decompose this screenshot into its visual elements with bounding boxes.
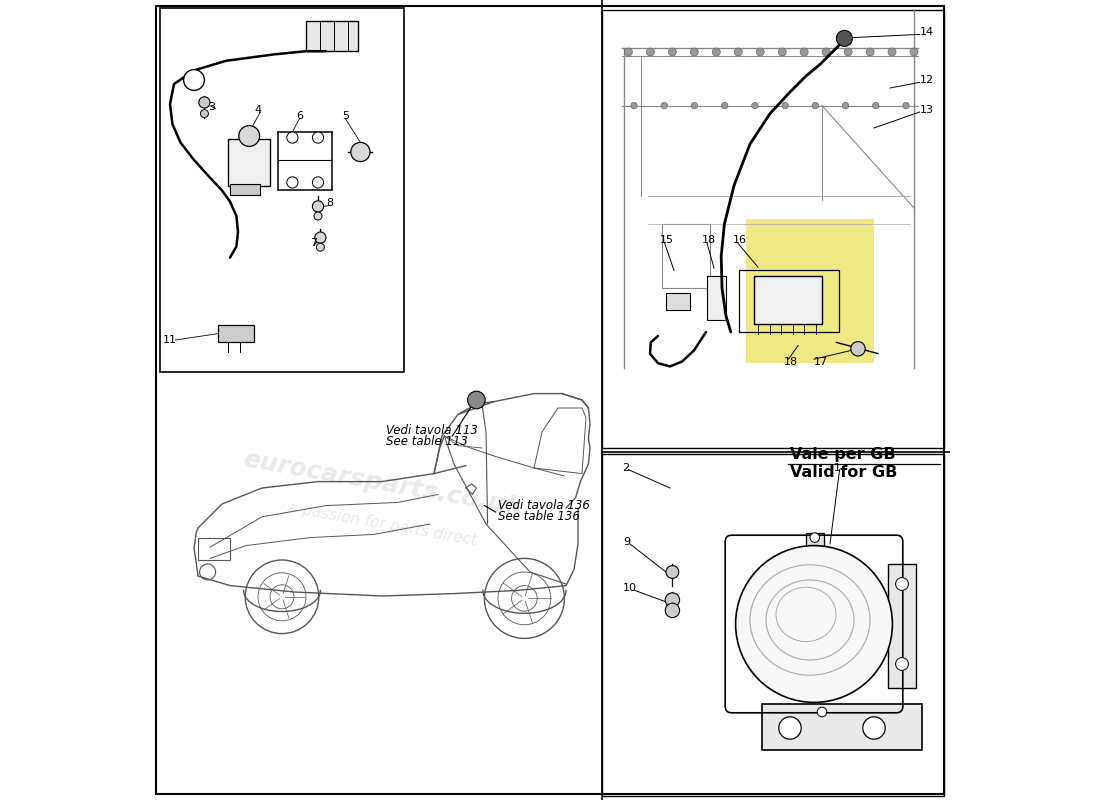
- Text: 11: 11: [163, 335, 177, 345]
- Text: 16: 16: [733, 235, 747, 245]
- Circle shape: [843, 102, 849, 109]
- Text: eurocarsparts.co.uk: eurocarsparts.co.uk: [241, 448, 524, 520]
- Circle shape: [239, 126, 260, 146]
- Bar: [762, 704, 922, 750]
- Circle shape: [756, 48, 764, 56]
- Bar: [666, 293, 690, 310]
- Bar: [230, 184, 261, 195]
- Text: 3: 3: [208, 102, 216, 112]
- Text: See table 136: See table 136: [498, 510, 580, 523]
- Circle shape: [862, 717, 886, 739]
- Circle shape: [836, 30, 852, 46]
- Circle shape: [666, 593, 680, 607]
- Text: 10: 10: [623, 583, 637, 593]
- Text: 12: 12: [920, 75, 934, 85]
- Circle shape: [810, 533, 820, 542]
- Circle shape: [800, 48, 808, 56]
- Circle shape: [312, 201, 323, 212]
- Bar: [306, 21, 358, 51]
- Circle shape: [910, 48, 918, 56]
- Circle shape: [647, 48, 654, 56]
- Circle shape: [866, 48, 874, 56]
- Circle shape: [625, 48, 632, 56]
- Circle shape: [844, 48, 852, 56]
- Circle shape: [184, 70, 205, 90]
- Text: 13: 13: [920, 106, 934, 115]
- Text: a passion for parts direct: a passion for parts direct: [286, 500, 477, 548]
- Text: 18: 18: [702, 235, 716, 245]
- Circle shape: [312, 132, 323, 143]
- Text: 5: 5: [342, 111, 349, 121]
- Bar: [602, 454, 944, 796]
- Circle shape: [661, 102, 668, 109]
- Circle shape: [779, 717, 801, 739]
- Circle shape: [895, 578, 909, 590]
- Circle shape: [691, 102, 697, 109]
- Text: 1: 1: [834, 463, 842, 473]
- Circle shape: [817, 707, 827, 717]
- Circle shape: [315, 232, 326, 243]
- Text: 9: 9: [623, 537, 630, 546]
- Bar: [889, 564, 916, 688]
- Bar: [229, 139, 270, 186]
- Text: 18: 18: [783, 357, 798, 366]
- Circle shape: [713, 48, 721, 56]
- Circle shape: [895, 658, 909, 670]
- Bar: [198, 538, 230, 560]
- Circle shape: [669, 48, 676, 56]
- Bar: [662, 224, 710, 288]
- Circle shape: [317, 243, 324, 251]
- Circle shape: [314, 212, 322, 220]
- Bar: [160, 8, 404, 372]
- Text: 4: 4: [255, 106, 262, 115]
- Circle shape: [722, 102, 728, 109]
- Text: 7: 7: [310, 238, 317, 248]
- Circle shape: [850, 342, 866, 356]
- Circle shape: [351, 142, 370, 162]
- Circle shape: [903, 102, 910, 109]
- Bar: [806, 533, 824, 547]
- Bar: [746, 219, 874, 363]
- Text: 14: 14: [920, 27, 934, 37]
- Circle shape: [734, 48, 742, 56]
- Circle shape: [312, 177, 323, 188]
- Bar: [602, 10, 944, 448]
- Circle shape: [751, 102, 758, 109]
- Circle shape: [872, 102, 879, 109]
- Circle shape: [200, 110, 208, 118]
- Text: Valid for GB: Valid for GB: [790, 465, 898, 480]
- Circle shape: [287, 132, 298, 143]
- Circle shape: [812, 102, 818, 109]
- Circle shape: [888, 48, 896, 56]
- Text: Vedi tavola 136: Vedi tavola 136: [498, 499, 590, 512]
- Circle shape: [630, 102, 637, 109]
- Circle shape: [666, 566, 679, 578]
- Circle shape: [666, 603, 680, 618]
- Text: Vale per GB: Vale per GB: [790, 447, 895, 462]
- Text: 8: 8: [326, 198, 333, 208]
- Text: 2: 2: [621, 463, 629, 473]
- Circle shape: [691, 48, 698, 56]
- Circle shape: [822, 48, 830, 56]
- Circle shape: [736, 546, 892, 702]
- Text: 15: 15: [660, 235, 673, 245]
- Bar: [739, 270, 839, 332]
- Circle shape: [468, 391, 485, 409]
- Bar: [707, 276, 726, 320]
- Text: Vedi tavola 113: Vedi tavola 113: [386, 424, 477, 437]
- Bar: [218, 325, 254, 342]
- Circle shape: [782, 102, 789, 109]
- Bar: [754, 276, 822, 324]
- Text: 6: 6: [296, 111, 304, 121]
- Text: 17: 17: [814, 357, 828, 366]
- Circle shape: [199, 97, 210, 108]
- Text: See table 113: See table 113: [386, 435, 468, 448]
- Circle shape: [287, 177, 298, 188]
- Circle shape: [778, 48, 786, 56]
